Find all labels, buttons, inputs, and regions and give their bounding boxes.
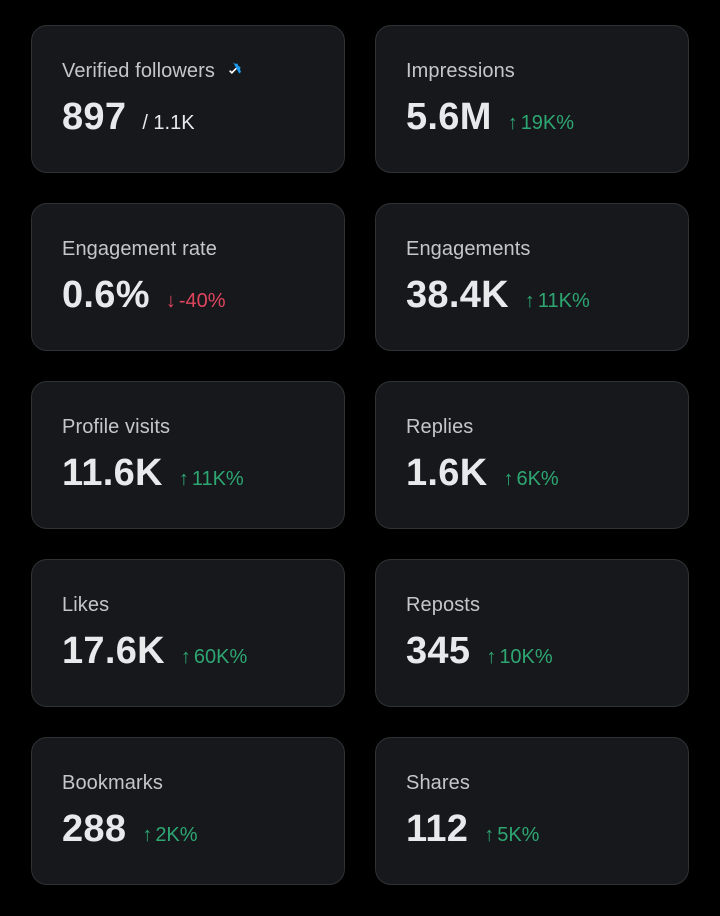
metric-change: ↑ 5K% <box>484 824 539 847</box>
metric-change: ↑ 60K% <box>181 646 247 669</box>
arrow-up-icon: ↑ <box>178 468 189 490</box>
metric-change-value: 19K% <box>520 112 575 134</box>
metric-value-row: 5.6M ↑ 19K% <box>406 96 658 139</box>
metric-label-row: Reposts <box>406 592 658 618</box>
metric-change-value: 6K% <box>516 468 559 490</box>
metric-change: ↓ -40% <box>166 290 226 313</box>
verified-badge-icon <box>223 61 243 81</box>
metric-label: Bookmarks <box>62 771 163 794</box>
metric-change: ↑ 19K% <box>508 112 574 135</box>
metric-value: 0.6% <box>62 274 150 316</box>
metric-card-engagements[interactable]: Engagements 38.4K ↑ 11K% <box>375 203 689 351</box>
metric-label: Likes <box>62 593 110 616</box>
arrow-up-icon: ↑ <box>507 112 518 134</box>
metric-value-row: 897 / 1.1K <box>62 96 314 139</box>
metric-value-row: 17.6K ↑ 60K% <box>62 630 314 673</box>
metric-change-value: 5K% <box>497 824 540 846</box>
arrow-up-icon: ↑ <box>142 824 153 846</box>
metric-card-impressions[interactable]: Impressions 5.6M ↑ 19K% <box>375 25 689 173</box>
metric-value: 897 <box>62 96 127 138</box>
metric-change: ↑ 2K% <box>142 824 197 847</box>
arrow-up-icon: ↑ <box>180 646 191 668</box>
metric-value-row: 38.4K ↑ 11K% <box>406 274 658 317</box>
metric-change-value: 60K% <box>193 646 248 668</box>
metric-change: ↑ 10K% <box>486 646 552 669</box>
metric-value: 5.6M <box>406 96 492 138</box>
metric-label-row: Bookmarks <box>62 770 314 796</box>
metric-label-row: Impressions <box>406 58 658 84</box>
metric-card-shares[interactable]: Shares 112 ↑ 5K% <box>375 737 689 885</box>
metric-change: ↑ 11K% <box>179 468 244 491</box>
arrow-up-icon: ↑ <box>503 468 514 490</box>
metric-change-value: 11K% <box>191 468 244 490</box>
metric-card-verified-followers[interactable]: Verified followers 897 / 1.1K <box>31 25 345 173</box>
metric-value-row: 288 ↑ 2K% <box>62 808 314 851</box>
metric-label: Engagements <box>406 237 531 260</box>
metric-label: Engagement rate <box>62 237 217 260</box>
metric-value: 112 <box>406 808 469 850</box>
metric-label: Impressions <box>406 59 515 82</box>
metric-value: 345 <box>406 630 471 672</box>
metric-card-likes[interactable]: Likes 17.6K ↑ 60K% <box>31 559 345 707</box>
metric-card-replies[interactable]: Replies 1.6K ↑ 6K% <box>375 381 689 529</box>
metric-change-value: 2K% <box>155 824 198 846</box>
metric-value: 38.4K <box>406 274 509 316</box>
metric-label: Reposts <box>406 593 481 616</box>
metrics-grid: Verified followers 897 / 1.1K Impression… <box>31 25 689 885</box>
metric-value: 288 <box>62 808 127 850</box>
metric-label-row: Likes <box>62 592 314 618</box>
metric-label-row: Verified followers <box>62 58 314 84</box>
metric-card-engagement-rate[interactable]: Engagement rate 0.6% ↓ -40% <box>31 203 345 351</box>
metric-value: 11.6K <box>62 452 163 494</box>
metric-change-value: -40% <box>178 290 226 312</box>
metric-label-row: Replies <box>406 414 658 440</box>
metric-value-row: 11.6K ↑ 11K% <box>62 452 314 495</box>
metric-label-row: Shares <box>406 770 658 796</box>
metric-value: 1.6K <box>406 452 488 494</box>
metric-value-row: 1.6K ↑ 6K% <box>406 452 658 495</box>
metric-value-row: 345 ↑ 10K% <box>406 630 658 673</box>
metric-total: / 1.1K <box>142 112 195 134</box>
metric-change: ↑ 6K% <box>503 468 558 491</box>
metric-change: ↑ 11K% <box>525 290 590 313</box>
metric-card-profile-visits[interactable]: Profile visits 11.6K ↑ 11K% <box>31 381 345 529</box>
arrow-down-icon: ↓ <box>165 290 176 312</box>
metric-value-row: 112 ↑ 5K% <box>406 808 658 851</box>
metric-value: 17.6K <box>62 630 165 672</box>
metric-card-bookmarks[interactable]: Bookmarks 288 ↑ 2K% <box>31 737 345 885</box>
arrow-up-icon: ↑ <box>486 646 497 668</box>
metric-label: Verified followers <box>62 59 215 82</box>
metric-change-value: 11K% <box>537 290 590 312</box>
arrow-up-icon: ↑ <box>484 824 495 846</box>
metric-card-reposts[interactable]: Reposts 345 ↑ 10K% <box>375 559 689 707</box>
metric-change-value: 10K% <box>499 646 553 668</box>
arrow-up-icon: ↑ <box>524 290 535 312</box>
metric-label: Shares <box>406 771 470 794</box>
metric-label: Profile visits <box>62 415 171 438</box>
metric-label: Replies <box>406 415 474 438</box>
metric-value-row: 0.6% ↓ -40% <box>62 274 314 317</box>
metric-label-row: Engagement rate <box>62 236 314 262</box>
metric-label-row: Engagements <box>406 236 658 262</box>
metric-label-row: Profile visits <box>62 414 314 440</box>
